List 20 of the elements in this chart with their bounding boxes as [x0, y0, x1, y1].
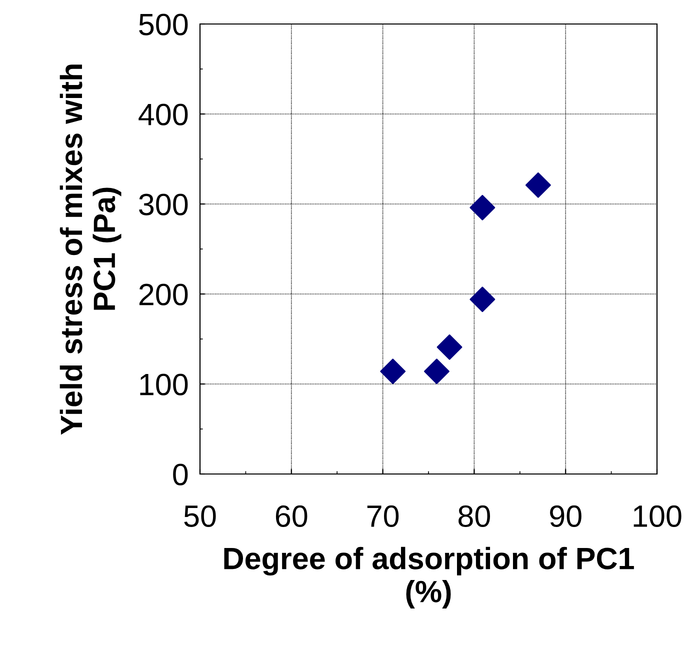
y-tick-label: 100	[140, 374, 188, 396]
y-tick-label: 200	[139, 284, 188, 306]
y-tick-label: 0	[173, 464, 188, 486]
point	[470, 286, 496, 312]
x-tick-label: 100	[634, 505, 682, 527]
point	[470, 194, 496, 220]
y-axis-title: Yield stress of mixes with PC1 (Pa)	[60, 64, 122, 435]
x-tick-label: 90	[550, 505, 582, 527]
x-tick-label: 60	[276, 505, 308, 527]
x-tick-label: 80	[458, 505, 490, 527]
point	[380, 358, 406, 384]
point	[525, 172, 551, 198]
x-axis-title: Degree of adsorption of PC1 (%)	[224, 546, 634, 608]
y-tick-label: 400	[138, 104, 188, 126]
x-tick-label: 70	[367, 505, 399, 527]
x-tick-label: 50	[184, 505, 216, 527]
point	[436, 334, 462, 360]
y-tick-label: 500	[139, 14, 188, 36]
point	[424, 358, 450, 384]
y-tick-label: 300	[139, 194, 188, 216]
